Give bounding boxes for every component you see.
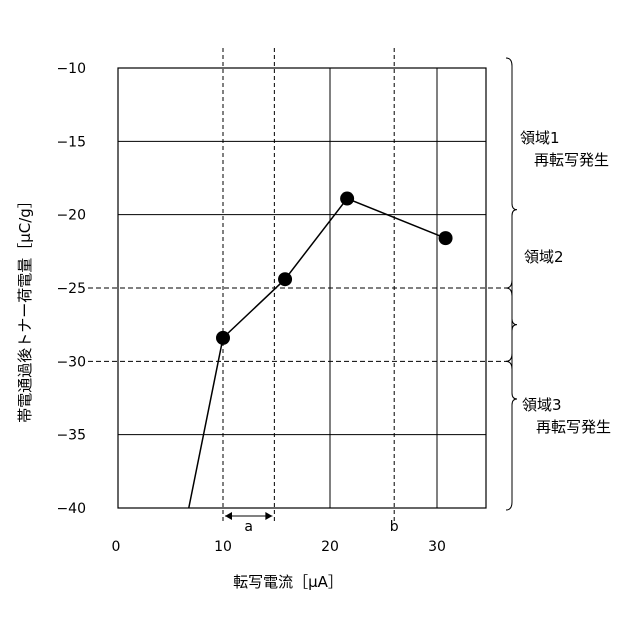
arrowhead-left <box>225 512 232 520</box>
y-tick-label: −30 <box>56 354 86 370</box>
data-point <box>340 192 354 206</box>
y-tick-label: −20 <box>56 208 86 224</box>
region-label: 領域2 <box>524 248 564 266</box>
region-brace <box>506 288 517 510</box>
dashed-guides <box>88 48 512 524</box>
series-line <box>189 199 446 508</box>
y-tick-labels: −40 −35 −30 −25 −20 −15 −10 <box>56 61 86 517</box>
annotations: ab <box>225 512 399 535</box>
region-label: 領域3 <box>522 396 562 414</box>
y-axis-title: 帯電通過後トナー荷電量［μC/g］ <box>16 193 34 423</box>
data-point <box>216 331 230 345</box>
region-labels: 領域1再転写発生領域2領域3再転写発生 <box>506 58 611 510</box>
x-tick-label: 20 <box>321 539 339 555</box>
grid <box>118 68 486 508</box>
region-label: 領域1 <box>520 129 560 147</box>
plot-area <box>118 68 486 508</box>
y-tick-label: −25 <box>56 281 86 297</box>
x-axis-title: 転写電流［μA］ <box>233 573 343 591</box>
x-tick-label: 30 <box>428 539 446 555</box>
data-point <box>278 272 292 286</box>
data-point <box>439 231 453 245</box>
interval-label-a: a <box>244 519 253 535</box>
y-tick-label: −40 <box>56 501 86 517</box>
data-series <box>189 192 453 508</box>
region-label: 再転写発生 <box>536 418 611 436</box>
x-tick-labels: 0 10 20 30 <box>112 539 446 555</box>
arrowhead-right <box>265 512 272 520</box>
x-tick-label: 10 <box>214 539 232 555</box>
y-tick-label: −15 <box>56 134 86 150</box>
x-tick-label: 0 <box>112 539 121 555</box>
y-tick-label: −10 <box>56 61 86 77</box>
region-label: 再転写発生 <box>534 151 609 169</box>
label-b: b <box>390 519 399 535</box>
y-tick-label: −35 <box>56 428 86 444</box>
